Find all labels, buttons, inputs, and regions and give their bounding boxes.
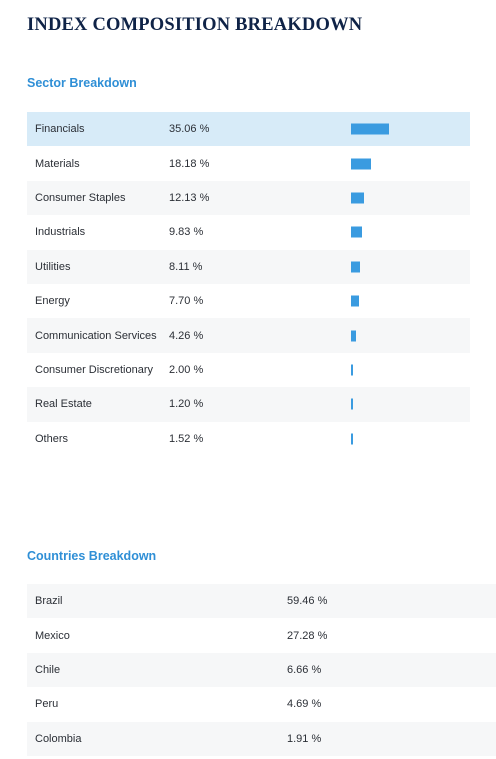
sector-name: Consumer Discretionary [35,363,153,376]
country-percentage: 1.91 % [287,732,322,745]
sector-row-materials[interactable]: Materials 18.18 % [27,146,470,180]
sector-name: Industrials [35,226,86,239]
sector-percentage: 8.11 % [169,260,203,273]
sector-weight-bar [351,398,353,410]
sector-breakdown-heading: Sector Breakdown [27,76,137,90]
sector-row-others[interactable]: Others 1.52 % [27,422,470,456]
page-title: INDEX COMPOSITION BREAKDOWN [27,15,363,35]
sector-weight-bar [351,226,362,238]
sector-name: Utilities [35,260,71,273]
sector-row-consumer-staples[interactable]: Consumer Staples 12.13 % [27,180,470,216]
sector-weight-bar [351,158,371,170]
sector-name: Materials [35,157,80,170]
country-name: Brazil [35,595,63,608]
sector-name: Financials [35,123,85,136]
country-row-peru[interactable]: Peru 4.69 % [27,687,496,721]
sector-percentage: 7.70 % [169,295,204,308]
sector-row-industrials[interactable]: Industrials 9.83 % [27,215,470,249]
sector-percentage: 2.00 % [169,363,204,376]
sector-percentage: 18.18 % [169,157,210,170]
sector-percentage: 1.52 % [169,432,204,445]
country-row-colombia[interactable]: Colombia 1.91 % [27,721,496,756]
sector-weight-bar [351,192,364,204]
countries-breakdown-heading: Countries Breakdown [27,549,157,563]
country-percentage: 4.69 % [287,698,322,711]
country-name: Chile [35,663,61,676]
country-name: Colombia [35,732,82,745]
sector-row-financials[interactable]: Financials 35.06 % [27,112,470,147]
sector-percentage: 12.13 % [169,191,210,204]
sector-percentage: 1.20 % [169,398,204,411]
country-name: Peru [35,698,59,711]
country-name: Mexico [35,629,70,642]
sector-weight-bar [351,433,353,445]
sector-row-communication-services[interactable]: Communication Services 4.26 % [27,318,470,353]
sector-name: Others [35,432,69,445]
sector-weight-bar [351,364,353,376]
country-row-mexico[interactable]: Mexico 27.28 % [27,618,496,652]
sector-percentage: 9.83 % [169,226,204,239]
sector-weight-bar [351,123,389,135]
sector-percentage: 4.26 % [169,329,204,342]
sector-row-real-estate[interactable]: Real Estate 1.20 % [27,387,470,422]
sector-table: Financials 35.06 % Materials 18.18 % Con… [27,112,470,456]
sector-row-energy[interactable]: Energy 7.70 % [27,284,470,318]
sector-percentage: 35.06 % [169,123,210,136]
countries-table: Brazil 59.46 % Mexico 27.28 % Chile 6.66… [27,584,496,756]
sector-row-utilities[interactable]: Utilities 8.11 % [27,249,470,284]
sector-row-consumer-discretionary[interactable]: Consumer Discretionary 2.00 % [27,353,470,387]
country-percentage: 6.66 % [287,663,322,676]
sector-name: Consumer Staples [35,191,126,204]
country-row-brazil[interactable]: Brazil 59.46 % [27,584,496,619]
sector-weight-bar [351,261,360,273]
sector-name: Real Estate [35,398,92,411]
sector-name: Communication Services [35,329,157,342]
country-row-chile[interactable]: Chile 6.66 % [27,652,496,688]
country-percentage: 27.28 % [287,629,328,642]
sector-name: Energy [35,295,70,308]
sector-weight-bar [351,330,356,342]
sector-weight-bar [351,295,359,307]
country-percentage: 59.46 % [287,595,328,608]
